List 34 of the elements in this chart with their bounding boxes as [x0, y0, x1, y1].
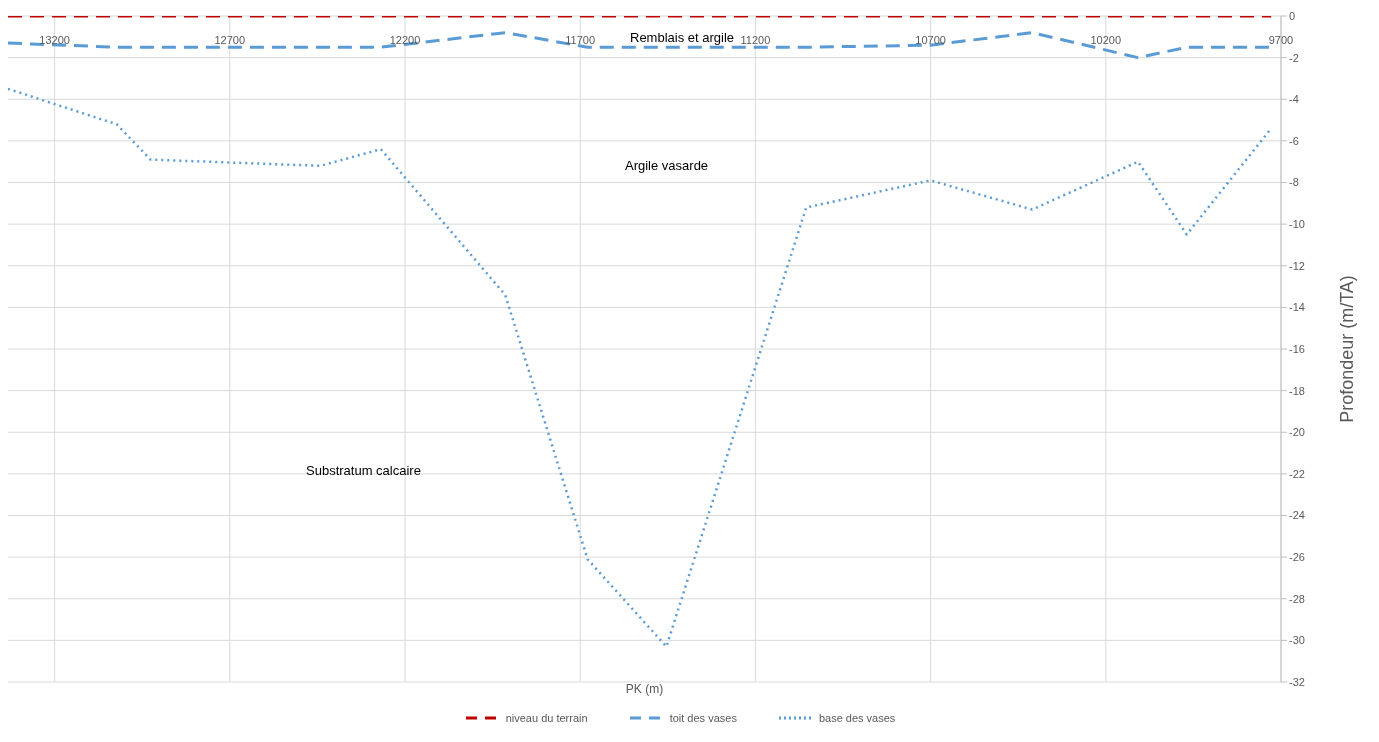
- y-tick-label: -18: [1289, 384, 1305, 397]
- y-tick-label: -16: [1289, 342, 1305, 355]
- y-tick-label: -30: [1289, 634, 1305, 647]
- line-series: [8, 87, 1273, 648]
- legend-label: toit des vases: [668, 712, 737, 724]
- x-tick-label: 13200: [39, 33, 70, 46]
- y-tick-label: -28: [1289, 592, 1305, 605]
- x-tick-label: 10700: [915, 33, 946, 46]
- annotation: Substratum calcaire: [306, 463, 421, 478]
- legend-label: base des vases: [817, 712, 896, 724]
- y-tick-label: -14: [1289, 301, 1305, 314]
- x-tick-label: 10200: [1090, 33, 1122, 46]
- y-tick-label: -24: [1289, 509, 1305, 522]
- x-axis-title: PK (m): [625, 681, 664, 696]
- y-tick-label: -12: [1289, 259, 1305, 272]
- x-tick-label: 9700: [1268, 33, 1294, 46]
- y-tick-label: -22: [1289, 467, 1305, 480]
- annotation: Argile vasarde: [625, 158, 709, 173]
- x-tick-label: 12200: [389, 33, 421, 46]
- y-tick-label: -20: [1289, 426, 1305, 439]
- y-tick-label: -6: [1289, 134, 1299, 147]
- y-tick-label: -4: [1289, 93, 1299, 106]
- annotation: Remblais et argile: [630, 30, 735, 45]
- y-tick-label: -26: [1289, 551, 1305, 564]
- y-tick-label: -2: [1289, 51, 1299, 64]
- y-tick-label: -32: [1289, 675, 1305, 688]
- x-tick-label: 11700: [565, 33, 596, 46]
- y-tick-label: -10: [1289, 218, 1305, 231]
- x-tick-label: 12700: [214, 33, 246, 46]
- x-tick-label: 11200: [740, 33, 771, 46]
- y-tick-label: -8: [1289, 176, 1299, 189]
- legend-label: niveau du terrain: [504, 712, 588, 724]
- y-tick-label: 0: [1289, 9, 1296, 22]
- y-axis-title: Profondeur (m/TA): [1337, 275, 1358, 423]
